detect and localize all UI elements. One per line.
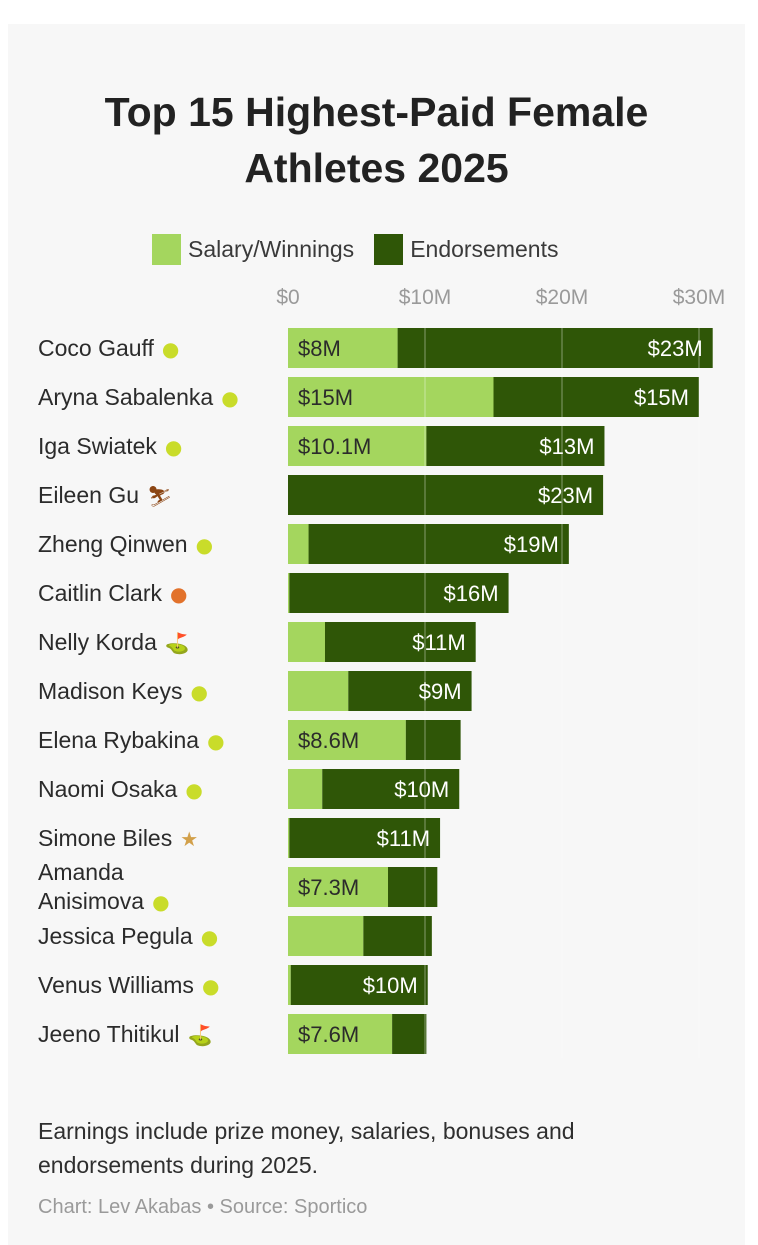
tennis-icon: ●	[165, 435, 182, 459]
bar-salary	[288, 720, 406, 760]
bar-endorsements	[405, 720, 461, 760]
bar-chart: $0 $10M $20M $30M Coco Gauff ● $8M $23M Aryna Sa…	[38, 286, 726, 1058]
chart-title: Top 15 Highest-Paid Female Athletes 2025	[8, 84, 745, 196]
athlete-name: Nelly Korda	[38, 629, 157, 655]
bar-endorsements	[290, 965, 428, 1005]
bar-salary	[288, 965, 291, 1005]
endorsement-value-label: $11M	[412, 630, 465, 655]
bar-salary	[288, 1014, 393, 1054]
athlete-name-line2: Anisimova	[38, 888, 144, 914]
tennis-icon: ●	[201, 925, 218, 949]
title-line-2: Athletes 2025	[244, 145, 509, 191]
bar-endorsements	[426, 426, 605, 466]
bar-endorsements	[288, 475, 604, 515]
tennis-icon: ●	[162, 337, 179, 361]
skiing-icon: ⛷	[147, 484, 172, 508]
salary-value-label: $7.6M	[298, 1022, 359, 1047]
x-tick-label: $0	[276, 286, 299, 309]
x-tick-label: $20M	[536, 286, 589, 309]
bar-salary	[288, 671, 349, 711]
salary-value-label: $8.6M	[298, 728, 359, 753]
tennis-icon: ●	[185, 778, 202, 802]
tennis-icon: ●	[221, 386, 238, 410]
endorsement-value-label: $19M	[504, 532, 559, 557]
tennis-icon: ●	[196, 533, 213, 557]
bar-salary	[288, 818, 290, 858]
x-tick-label: $10M	[399, 286, 452, 309]
legend-label-salary: Salary/Winnings	[188, 235, 355, 262]
tennis-icon: ●	[207, 729, 224, 753]
bar-salary	[288, 524, 309, 564]
athlete-name: Aryna Sabalenka	[38, 384, 213, 410]
chart-note: Earnings include prize money, salaries, …	[38, 1118, 575, 1178]
athlete-name: Madison Keys	[38, 678, 182, 704]
bar-salary	[288, 573, 290, 613]
salary-value-label: $7.3M	[298, 875, 359, 900]
basketball-icon: ●	[170, 582, 187, 606]
bar-endorsements	[392, 1014, 427, 1054]
endorsement-value-label: $13M	[539, 434, 594, 459]
athlete-name: Iga Swiatek	[38, 433, 157, 459]
bar-endorsements	[363, 916, 432, 956]
endorsement-value-label: $23M	[538, 483, 593, 508]
bar-salary	[288, 328, 398, 368]
bar-endorsements	[289, 818, 441, 858]
bar-endorsements	[397, 328, 713, 368]
athlete-name: Simone Biles	[38, 825, 172, 851]
legend-swatch-salary	[152, 233, 181, 265]
bar-salary	[288, 916, 364, 956]
gymnastics-icon: ★	[180, 827, 198, 851]
legend-swatch-endorsements	[374, 233, 404, 265]
golf-icon: ⛳	[165, 631, 190, 655]
legend-item-salary: Salary/Winnings	[152, 233, 355, 265]
golf-icon: ⛳	[188, 1023, 213, 1047]
endorsement-value-label: $15M	[634, 385, 689, 410]
bar-salary	[288, 769, 323, 809]
athlete-name: Venus Williams	[38, 972, 194, 998]
bar-salary	[288, 426, 427, 466]
athlete-name: Naomi Osaka	[38, 776, 178, 802]
endorsement-value-label: $10M	[363, 973, 418, 998]
bar-endorsements	[493, 377, 699, 417]
bar-endorsements	[348, 671, 472, 711]
bar-endorsements	[289, 573, 509, 613]
chart-credit: Chart: Lev Akabas • Source: Sportico	[38, 1196, 368, 1218]
bar-endorsements	[322, 769, 460, 809]
athlete-name: Jessica Pegula	[38, 923, 193, 949]
athlete-name: Zheng Qinwen	[38, 531, 188, 557]
athlete-name: Caitlin Clark	[38, 580, 162, 606]
legend: Salary/Winnings Endorsements	[152, 232, 579, 266]
legend-label-endorsements: Endorsements	[410, 235, 559, 262]
tennis-icon: ●	[152, 890, 169, 914]
bar-salary	[288, 622, 325, 662]
endorsement-value-label: $11M	[377, 826, 430, 851]
athlete-name-line1: Amanda	[38, 859, 124, 885]
salary-value-label: $15M	[298, 385, 353, 410]
bar-endorsements	[308, 524, 569, 564]
bar-endorsements	[388, 867, 438, 907]
athlete-name: Jeeno Thitikul	[38, 1021, 180, 1047]
athlete-name: Elena Rybakina	[38, 727, 199, 753]
endorsement-value-label: $10M	[394, 777, 449, 802]
x-tick-label: $30M	[673, 286, 726, 309]
athlete-name: Eileen Gu	[38, 482, 139, 508]
endorsement-value-label: $9M	[419, 679, 462, 704]
bar-salary	[288, 867, 389, 907]
legend-item-endorsements: Endorsements	[374, 233, 559, 265]
salary-value-label: $10.1M	[298, 434, 371, 459]
tennis-icon: ●	[190, 680, 207, 704]
salary-value-label: $8M	[298, 336, 341, 361]
bar-salary	[288, 377, 494, 417]
endorsement-value-label: $23M	[648, 336, 703, 361]
athlete-name: Coco Gauff	[38, 335, 155, 361]
title-line-1: Top 15 Highest-Paid Female	[104, 89, 649, 135]
tennis-icon: ●	[202, 974, 219, 998]
bar-endorsements	[324, 622, 476, 662]
endorsement-value-label: $16M	[444, 581, 499, 606]
